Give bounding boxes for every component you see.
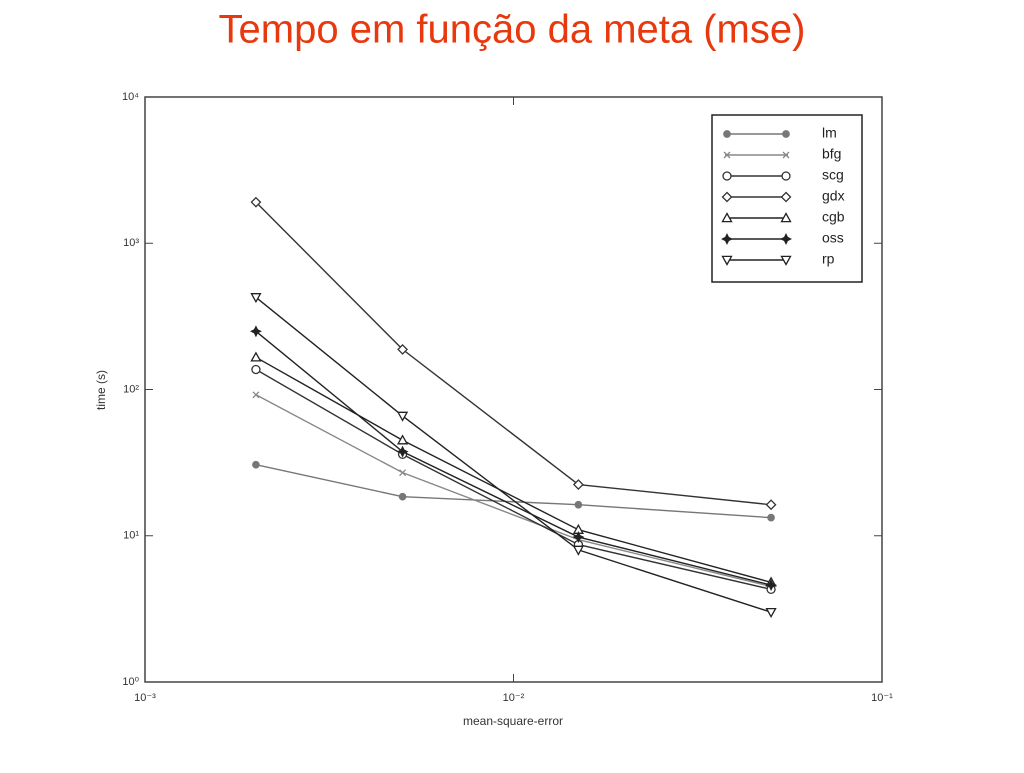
series-line	[255, 201, 772, 506]
marker	[249, 325, 262, 338]
marker	[780, 191, 792, 203]
marker	[250, 196, 262, 208]
marker	[782, 130, 790, 138]
marker	[780, 233, 792, 245]
marker	[765, 579, 778, 592]
x-tick-label: 10⁻²	[503, 692, 525, 704]
series-line	[255, 296, 772, 613]
marker	[250, 293, 262, 304]
marker	[721, 255, 733, 266]
marker	[396, 434, 409, 445]
y-tick-label: 10⁰	[122, 676, 139, 688]
marker	[572, 545, 584, 556]
series-line	[255, 368, 772, 591]
series-line	[255, 464, 772, 519]
x-axis-label: mean-square-error	[463, 714, 563, 728]
x-tick-label: 10⁻¹	[871, 692, 893, 704]
marker	[251, 364, 261, 375]
marker	[574, 500, 583, 509]
legend-label: cgb	[822, 209, 845, 225]
y-tick-label: 10¹	[123, 530, 139, 542]
marker	[722, 171, 732, 181]
marker	[398, 492, 407, 501]
marker	[723, 151, 731, 159]
legend-label: bfg	[822, 146, 841, 162]
marker	[397, 343, 408, 355]
marker	[572, 479, 584, 490]
legend-label: oss	[822, 230, 844, 246]
marker	[765, 607, 777, 619]
y-tick-label: 10³	[123, 237, 139, 249]
marker	[572, 531, 585, 543]
marker	[250, 351, 262, 362]
legend-label: gdx	[822, 188, 845, 204]
marker	[780, 255, 792, 266]
marker	[781, 171, 791, 181]
marker	[396, 411, 409, 422]
marker	[721, 233, 733, 245]
legend-label: lm	[822, 125, 837, 141]
marker	[721, 191, 733, 203]
y-tick-label: 10⁴	[122, 91, 139, 103]
marker	[252, 391, 260, 399]
series-line	[255, 356, 772, 584]
x-tick-label: 10⁻³	[134, 692, 156, 704]
legend-label: scg	[822, 167, 844, 183]
marker	[765, 499, 777, 511]
marker	[399, 469, 407, 477]
legend-label: rp	[822, 251, 835, 267]
marker	[767, 513, 775, 522]
marker	[782, 151, 790, 159]
marker	[252, 460, 260, 469]
marker	[780, 212, 792, 223]
marker	[396, 445, 409, 458]
y-axis-label: time (s)	[94, 370, 108, 410]
series-line	[255, 394, 772, 588]
y-tick-label: 10²	[123, 383, 139, 395]
marker	[723, 130, 731, 138]
legend-box	[711, 114, 863, 283]
marker	[721, 212, 733, 223]
series-line	[255, 330, 772, 586]
chart-title: Tempo em função da meta (mse)	[219, 8, 806, 52]
